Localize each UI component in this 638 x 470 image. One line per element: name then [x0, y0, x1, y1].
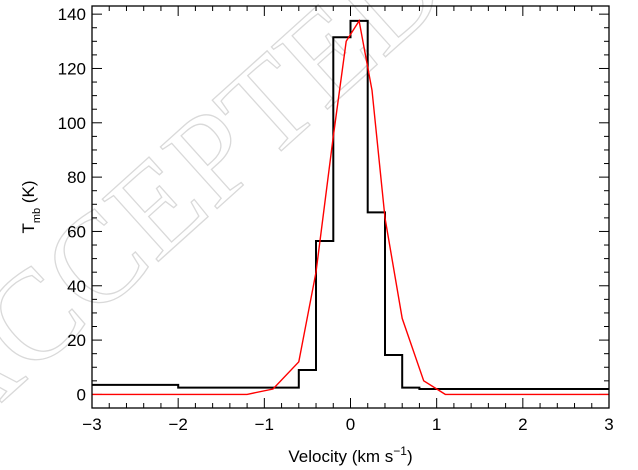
y-axis-label: Tmb (K) — [19, 180, 43, 233]
x-tick-label: 2 — [518, 415, 527, 434]
x-tick-label: 0 — [346, 415, 355, 434]
x-tick-label: −3 — [82, 415, 101, 434]
x-tick-label: 1 — [432, 415, 441, 434]
x-axis-label-main: Velocity (km s — [288, 447, 393, 466]
x-axis-label: Velocity (km s−1) — [288, 444, 412, 466]
x-tick-label: −2 — [168, 415, 187, 434]
y-tick-label: 100 — [58, 114, 86, 133]
plot-frame — [91, 5, 610, 409]
y-axis-label-tail: (K) — [19, 180, 38, 207]
x-tick-label: 3 — [604, 415, 613, 434]
tick-labels: −3 −2 −1 0 1 2 3 0 20 40 60 80 100 120 140 — [58, 5, 614, 434]
x-axis-label-superscript: −1 — [393, 444, 407, 458]
fitted-profile-line — [92, 19, 609, 396]
y-tick-label: 140 — [58, 5, 86, 24]
y-axis-label-subscript: mb — [31, 208, 43, 223]
y-tick-label: 20 — [67, 331, 86, 350]
observed-spectrum-histogram — [92, 19, 609, 390]
y-tick-label: 120 — [58, 59, 86, 78]
y-tick-label: 0 — [77, 385, 86, 404]
x-axis-label-tail: ) — [407, 447, 413, 466]
y-axis-label-main: T — [19, 223, 38, 233]
y-tick-label: 60 — [67, 222, 86, 241]
x-tick-label: −1 — [255, 415, 274, 434]
y-tick-label: 40 — [67, 277, 86, 296]
y-tick-label: 80 — [67, 168, 86, 187]
series-layer — [92, 19, 609, 396]
